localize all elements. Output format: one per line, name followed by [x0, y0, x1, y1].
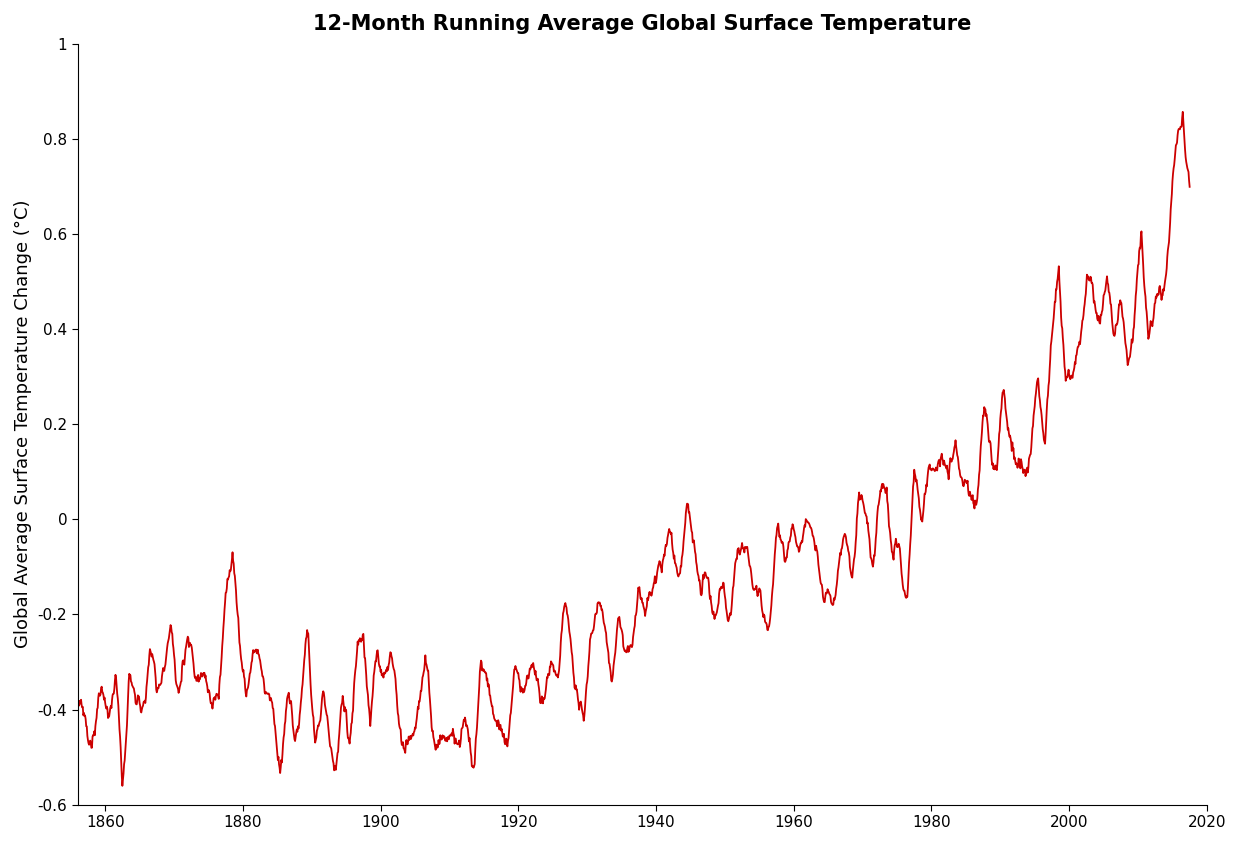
Title: 12-Month Running Average Global Surface Temperature: 12-Month Running Average Global Surface … [312, 14, 971, 34]
Y-axis label: Global Average Surface Temperature Change (°C): Global Average Surface Temperature Chang… [14, 200, 32, 648]
